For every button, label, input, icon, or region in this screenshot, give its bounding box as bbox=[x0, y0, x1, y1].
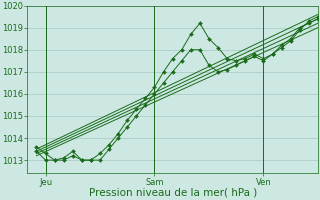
X-axis label: Pression niveau de la mer( hPa ): Pression niveau de la mer( hPa ) bbox=[89, 188, 257, 198]
